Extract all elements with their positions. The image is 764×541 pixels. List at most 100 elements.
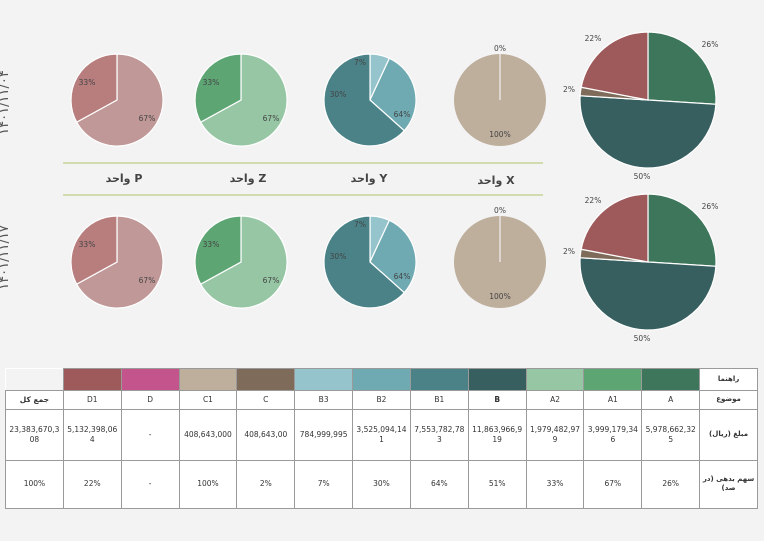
pie-slice-a (647, 31, 717, 105)
pie-data-label: 67% (263, 276, 280, 285)
pie-data-label: 22% (585, 196, 602, 205)
pie-data-label: 67% (263, 114, 280, 123)
header-cell-d1: D1 (62, 389, 122, 411)
pie-data-label: 50% (634, 334, 651, 343)
pie-data-label: 33% (203, 240, 220, 249)
pie-data-label: 100% (489, 292, 510, 301)
share-cell-b3: 7% (294, 459, 354, 510)
amount-cell-a: 5,978,662,325 (641, 409, 701, 461)
amount-cell-total: 23,383,670,308 (5, 409, 64, 461)
pie-slice-d1 (75, 53, 164, 147)
unit-label-z: واحد Z (229, 172, 267, 185)
pie-chart-y-1: 7% 30% 64% (323, 53, 417, 147)
legend-swatch-a1 (583, 368, 643, 391)
subject-row-label: موضوع (699, 389, 758, 411)
pie-data-label: 7% (354, 58, 366, 67)
legend-swatch-b1 (409, 368, 469, 391)
pie-chart-y-2: 7% 30% 64% (323, 215, 417, 309)
header-cell-b3: B3 (294, 389, 354, 411)
pie-data-label: 64% (394, 272, 411, 281)
share-cell-a1: 67% (583, 459, 643, 510)
legend-row: راهنما (5, 368, 758, 391)
header-cell-a2: A2 (525, 389, 585, 411)
pie-charts: 67% 33% 67% 33% 7% 30% 64% 0% 100% 26% 50% 2% 22% 67%… (70, 31, 719, 343)
header-cell-b2: B2 (352, 389, 411, 411)
share-cell-b1: 64% (409, 459, 469, 510)
pie-data-label: 50% (634, 172, 651, 181)
pie-chart-x-1: 0% 100% (454, 44, 546, 146)
legend-swatch-d1 (62, 368, 122, 391)
share-cell-total: 100% (5, 459, 64, 510)
legend-swatch-c1 (178, 368, 238, 391)
amount-cell-c: 408,643,00 (236, 409, 296, 461)
pie-data-label: 30% (330, 252, 347, 261)
legend-swatch-b (467, 368, 527, 391)
pie-data-label: 30% (330, 90, 347, 99)
header-cell-b: B (467, 389, 527, 411)
pie-data-label: 26% (702, 40, 719, 49)
pie-data-label: 100% (489, 130, 510, 139)
pie-data-label: 7% (354, 220, 366, 229)
header-cell-total: جمع کل (5, 389, 64, 411)
unit-label-x: واحد X (477, 174, 515, 187)
pie-slice-b1 (323, 53, 406, 147)
subject-row: جمع کل D1 D C1 C B3 B2 B1 B A2 A1 A موضو… (5, 389, 758, 411)
pie-chart-total-1: 26% 50% 2% 22% (563, 31, 719, 181)
amount-cell-d: - (120, 409, 180, 461)
amount-cell-d1: 5,132,398,064 (62, 409, 122, 461)
pie-slice-d (70, 53, 118, 123)
pie-data-label: 33% (79, 78, 96, 87)
pie-data-label: 67% (139, 276, 156, 285)
table-corner (5, 368, 64, 391)
pie-data-label: 33% (79, 240, 96, 249)
header-cell-a: A (641, 389, 701, 411)
share-cell-c1: 100% (178, 459, 238, 510)
legend-swatch-c (236, 368, 296, 391)
pie-slice-b2 (369, 219, 417, 294)
debt-table: راهنما جمع کل D1 D C1 C B3 B2 B1 B A2 A1… (5, 368, 758, 510)
pie-chart-total-2: 26% 50% 2% 22% (563, 193, 719, 343)
legend-swatch-b2 (352, 368, 411, 391)
share-cell-d: - (120, 459, 180, 510)
pie-chart-x-2: 0% 100% (454, 206, 546, 308)
pie-slice-a1 (199, 215, 288, 309)
amount-cell-a2: 1,979,482,979 (525, 409, 585, 461)
share-cell-a2: 33% (525, 459, 585, 510)
legend-swatch-b3 (294, 368, 354, 391)
legend-swatch-a2 (525, 368, 585, 391)
header-cell-a1: A1 (583, 389, 643, 411)
pie-slice-b2 (369, 57, 417, 132)
share-cell-d1: 22% (62, 459, 122, 510)
legend-swatch-a (641, 368, 701, 391)
date-label-2: ۱۴۰۱/۱۱/۱۷ (0, 225, 12, 290)
header-cell-d: D (120, 389, 180, 411)
amount-cell-b3: 784,999,995 (294, 409, 354, 461)
pie-slice-d (580, 193, 649, 263)
legend-swatch-d (120, 368, 180, 391)
header-cell-c: C (236, 389, 296, 411)
pie-slice-b1 (323, 215, 406, 309)
pie-data-label: 2% (563, 247, 575, 256)
pie-data-label: 64% (394, 110, 411, 119)
pie-chart-z-1: 67% 33% (194, 53, 288, 147)
pie-data-label: 0% (494, 206, 506, 215)
pie-chart-z-2: 67% 33% (194, 215, 288, 309)
pie-data-label: 33% (203, 78, 220, 87)
unit-label-y: واحد Y (350, 172, 388, 185)
pie-slice-a2 (194, 215, 242, 285)
pie-slice-b (579, 95, 717, 169)
pie-slice-d1 (75, 215, 164, 309)
amount-cell-b: 11,863,966,919 (467, 409, 527, 461)
header-cell-c1: C1 (178, 389, 238, 411)
pie-chart-p-2: 67% 33% (70, 215, 164, 309)
amount-row-label: مبلغ (ریال) (699, 409, 758, 461)
divider-bottom (63, 194, 543, 196)
amount-cell-a1: 3,999,179,346 (583, 409, 643, 461)
share-cell-c: 2% (236, 459, 296, 510)
charts-area: 67% 33% 67% 33% 7% 30% 64% 0% 100% 26% 50% 2% 22% 67%… (0, 31, 719, 343)
amount-row: 23,383,670,308 5,132,398,064 - 408,643,0… (5, 409, 758, 461)
pie-data-label: 26% (702, 202, 719, 211)
pie-data-label: 0% (494, 44, 506, 53)
pie-chart-p-1: 67% 33% (70, 53, 164, 147)
share-cell-a: 26% (641, 459, 701, 510)
